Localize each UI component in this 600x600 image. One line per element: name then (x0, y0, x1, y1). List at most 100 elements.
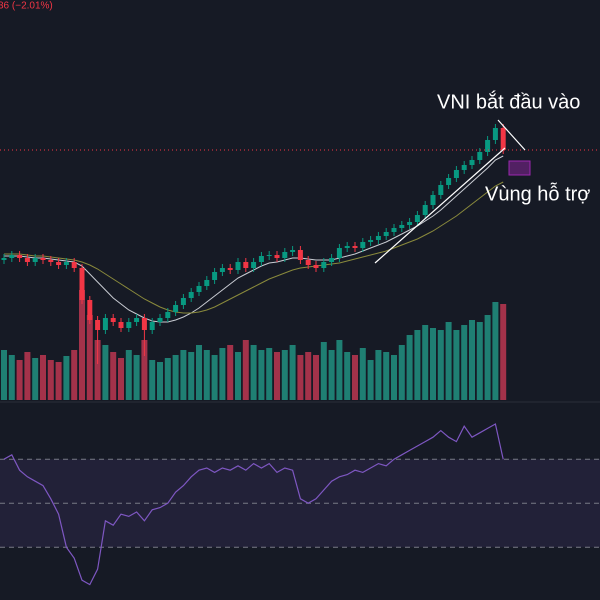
candle-body (251, 262, 257, 268)
candle-body (188, 292, 194, 298)
support-zone (508, 160, 531, 176)
volume-bar (180, 350, 187, 400)
candle-body (469, 160, 475, 165)
volume-bar (406, 335, 413, 400)
candle-body (305, 260, 311, 265)
candle-body (290, 250, 296, 252)
volume-bar (258, 350, 265, 400)
header-text: 36 (−2.01%) (0, 1, 53, 12)
candle-body (446, 178, 452, 185)
candle-body (71, 262, 77, 268)
candle-body (391, 228, 397, 232)
plot-layer (0, 124, 600, 586)
candle-body (500, 128, 506, 150)
candle-body (477, 152, 483, 160)
candle-body (32, 258, 38, 262)
candle-body (95, 320, 101, 330)
annotation: VNI bắt đầu vào (437, 90, 580, 113)
volume-bar (320, 342, 327, 400)
volume-bar (24, 352, 31, 400)
volume-bar (375, 350, 382, 400)
volume-bar (383, 352, 390, 400)
candle-body (40, 258, 46, 260)
candle-body (157, 318, 163, 322)
volume-bar (242, 340, 249, 400)
volume-bar (445, 322, 452, 400)
candle-body (173, 305, 179, 312)
volume-bar (1, 350, 7, 400)
candle-body (407, 222, 413, 225)
volume-bar (196, 345, 202, 400)
candle-body (336, 248, 342, 258)
volume-bar (430, 328, 436, 400)
volume-bar (352, 355, 358, 400)
volume-bar (133, 355, 140, 400)
candle-body (219, 268, 225, 272)
volume-bar (71, 350, 78, 400)
candle-body (399, 225, 405, 228)
volume-bar (289, 345, 296, 400)
volume-bar (414, 330, 421, 400)
volume-bar (437, 330, 444, 400)
volume-bar (492, 302, 499, 400)
candle-body (461, 165, 467, 170)
volume-bar (203, 350, 210, 400)
volume-bar (500, 304, 507, 400)
volume-bar (297, 355, 304, 400)
candle-body (430, 195, 436, 205)
volume-bar (211, 355, 218, 400)
volume-bar (235, 352, 241, 400)
candle-body (266, 255, 272, 256)
candle-body (118, 322, 124, 328)
volume-bar (461, 325, 468, 400)
candle-body (274, 255, 280, 258)
candle-body (134, 318, 140, 322)
volume-bar (55, 362, 62, 400)
volume-bar (422, 325, 429, 400)
volume-bar (164, 358, 171, 400)
volume-bar (149, 360, 156, 400)
candle-body (17, 255, 23, 258)
volume-bar (305, 352, 312, 400)
candle-body (102, 318, 108, 330)
volume-bar (398, 345, 405, 400)
volume-bar (172, 355, 179, 400)
candle-body (1, 258, 7, 260)
candle-body (375, 236, 381, 240)
candle-body (321, 262, 327, 268)
volume-bar (484, 315, 491, 400)
candle-body (24, 258, 30, 262)
candle-body (329, 258, 335, 262)
candle-body (235, 262, 241, 270)
volume-bar (469, 320, 475, 400)
candle-body (63, 262, 69, 265)
pointer-line (497, 119, 526, 151)
volume-bar (63, 356, 70, 400)
volume-bar (453, 330, 460, 400)
candle-body (344, 246, 350, 248)
candle-body (485, 140, 491, 152)
volume-bar (118, 358, 124, 400)
candle-body (258, 256, 264, 262)
trend-line (374, 147, 506, 264)
volume-bar (313, 355, 319, 400)
candle-body (243, 262, 249, 268)
candle-body (438, 185, 444, 195)
candle-body (9, 255, 15, 258)
candle-body (204, 280, 210, 286)
volume-bar (227, 345, 234, 400)
candle-body (196, 286, 202, 292)
candle-body (422, 205, 428, 215)
volume-bar (86, 315, 93, 400)
volume-bar (336, 340, 343, 400)
volume-bar (125, 350, 132, 400)
candle-body (360, 242, 366, 248)
candle-body (110, 318, 116, 322)
candle-body (492, 128, 498, 140)
moving-average (4, 181, 504, 314)
volume-bar (391, 355, 397, 400)
volume-bar (8, 355, 15, 400)
candle-body (352, 246, 358, 248)
